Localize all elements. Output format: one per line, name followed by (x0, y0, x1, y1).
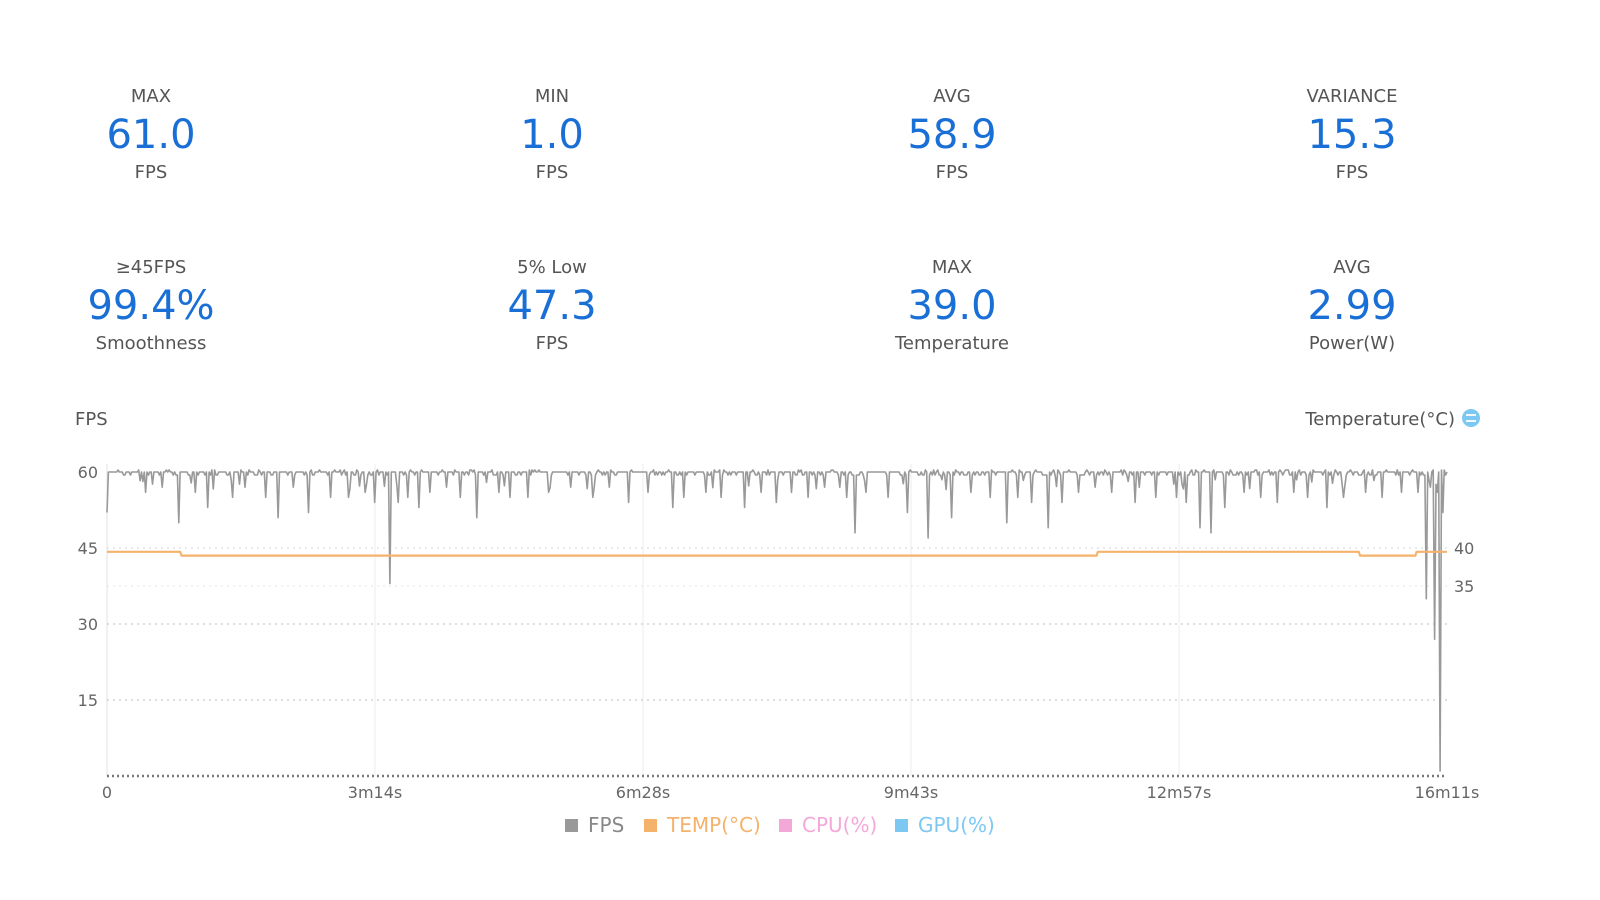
stat-value: 1.0 (520, 112, 584, 158)
stat-value: 15.3 (1307, 112, 1397, 158)
fps-series-line (106, 469, 1448, 772)
stat-label: ≥45FPS (115, 257, 187, 278)
y-tick-label-right: 40 (1454, 539, 1474, 558)
stat-unit: FPS (1335, 162, 1369, 183)
y-tick-label-left: 30 (78, 615, 98, 634)
stat-avg-power: AVG 2.99 Power(W) (1192, 257, 1512, 355)
legend-item-gpu[interactable]: GPU(%) (895, 813, 995, 837)
temperature-series-line (107, 550, 1447, 557)
x-tick-label: 16m11s (1415, 783, 1480, 802)
stat-label: VARIANCE (1306, 86, 1398, 107)
legend-label: TEMP(°C) (666, 813, 761, 837)
legend-item-tempc[interactable]: TEMP(°C) (644, 813, 761, 837)
stat-unit: Smoothness (95, 333, 207, 354)
legend-swatch (779, 819, 792, 832)
stat-unit: FPS (935, 162, 969, 183)
legend-item-cpu[interactable]: CPU(%) (779, 813, 877, 837)
stat-label: AVG (1333, 257, 1371, 278)
x-tick-label: 12m57s (1147, 783, 1212, 802)
legend-label: FPS (588, 813, 624, 837)
stat-label: AVG (933, 86, 971, 107)
legend-label: GPU(%) (918, 813, 995, 837)
y-tick-label-left: 15 (78, 691, 98, 710)
legend-swatch (644, 819, 657, 832)
legend-item-fps[interactable]: FPS (565, 813, 624, 837)
stat-value: 39.0 (907, 283, 997, 329)
y-tick-label-left: 45 (78, 539, 98, 558)
stat-label: 5% Low (517, 257, 587, 278)
legend-swatch (565, 819, 578, 832)
stat-label: MAX (130, 86, 172, 107)
left-axis-title: FPS (75, 409, 108, 430)
stat-smoothness: ≥45FPS 99.4% Smoothness (0, 257, 311, 355)
y-tick-label-left: 60 (78, 463, 98, 482)
axis-switch-icon[interactable] (1462, 409, 1480, 427)
x-tick-label: 0 (102, 783, 112, 802)
stat-max-fps: MAX 61.0 FPS (0, 86, 311, 184)
x-tick-label: 3m14s (348, 783, 402, 802)
stat-5pct-low: 5% Low 47.3 FPS (392, 257, 712, 355)
legend: FPS TEMP(°C) CPU(%) GPU(%) (565, 813, 995, 837)
stat-unit: FPS (535, 162, 569, 183)
stat-avg-fps: AVG 58.9 FPS (792, 86, 1112, 184)
stat-label: MIN (534, 86, 570, 107)
legend-swatch (895, 819, 908, 832)
x-tick-label: 6m28s (616, 783, 670, 802)
stat-max-temperature: MAX 39.0 Temperature (792, 257, 1112, 355)
stat-value: 2.99 (1307, 283, 1397, 329)
stat-value: 99.4% (87, 283, 215, 329)
stat-variance: VARIANCE 15.3 FPS (1192, 86, 1512, 184)
stat-unit: FPS (134, 162, 168, 183)
stat-unit: Temperature (894, 333, 1010, 354)
x-tick-label: 9m43s (884, 783, 938, 802)
stat-min-fps: MIN 1.0 FPS (392, 86, 712, 184)
stat-unit: Power(W) (1308, 333, 1396, 354)
y-tick-label-right: 35 (1454, 577, 1474, 596)
stat-label: MAX (931, 257, 973, 278)
stat-unit: FPS (535, 333, 569, 354)
stat-value: 47.3 (507, 283, 597, 329)
legend-label: CPU(%) (802, 813, 877, 837)
stat-value: 58.9 (907, 112, 997, 158)
stat-value: 61.0 (106, 112, 196, 158)
right-axis-title: Temperature(°C) (1304, 409, 1455, 430)
